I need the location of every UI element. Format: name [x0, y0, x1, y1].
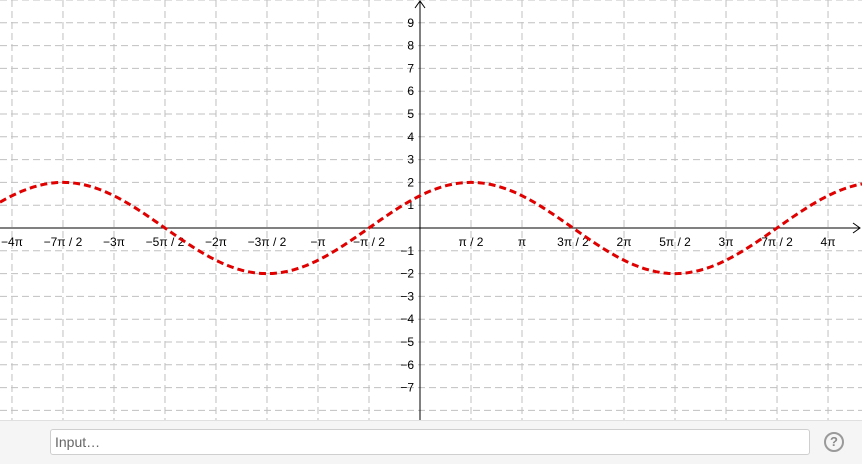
y-tick-label: 5	[407, 107, 414, 121]
x-tick-label: 3π / 2	[557, 235, 589, 249]
y-tick-label: −5	[400, 335, 414, 349]
y-tick-label: 8	[407, 39, 414, 53]
x-tick-label: −7π / 2	[44, 235, 83, 249]
y-tick-label: 9	[407, 16, 414, 30]
x-tick-label: −3π	[103, 235, 125, 249]
grid	[0, 0, 862, 420]
x-tick-label: π / 2	[459, 235, 484, 249]
y-tick-label: −4	[400, 312, 414, 326]
axes	[0, 0, 861, 420]
x-tick-label: 4π	[821, 235, 836, 249]
y-tick-label: −7	[400, 381, 414, 395]
function-curve[interactable]	[0, 180, 862, 276]
x-tick-label: 7π / 2	[761, 235, 793, 249]
x-tick-labels: −4π −7π / 2 −3π −5π / 2 −2π −3π / 2 −π −π / 2 π …	[1, 235, 835, 249]
y-tick-label: 4	[407, 130, 414, 144]
y-tick-label: −1	[400, 244, 414, 258]
algebra-input[interactable]	[50, 429, 810, 455]
y-tick-label: 7	[407, 61, 414, 75]
help-icon[interactable]: ?	[824, 432, 844, 452]
y-tick-label: −6	[400, 358, 414, 372]
y-tick-label: 2	[407, 175, 414, 189]
x-tick-label: −π / 2	[353, 235, 385, 249]
y-tick-label: −2	[400, 267, 414, 281]
x-tick-label: −3π / 2	[248, 235, 287, 249]
y-tick-labels: 9 8 7 6 5 4 3 2 1 −1 −2 −3 −4 −5 −6 −7	[400, 16, 414, 395]
x-tick-label: 2π	[617, 235, 632, 249]
x-tick-label: 5π / 2	[659, 235, 691, 249]
y-tick-label: 6	[407, 84, 414, 98]
y-tick-label: −3	[400, 289, 414, 303]
x-tick-label: −2π	[205, 235, 227, 249]
x-tick-label: −5π / 2	[146, 235, 185, 249]
y-tick-label: 1	[407, 198, 414, 212]
x-tick-label: −π	[310, 235, 325, 249]
y-tick-label: 3	[407, 153, 414, 167]
y-axis-arrow	[414, 0, 426, 9]
x-tick-label: π	[518, 235, 526, 249]
input-bar: ?	[0, 420, 862, 464]
x-axis-arrow	[852, 222, 861, 234]
x-tick-label: −4π	[1, 235, 23, 249]
x-tick-label: 3π	[719, 235, 734, 249]
